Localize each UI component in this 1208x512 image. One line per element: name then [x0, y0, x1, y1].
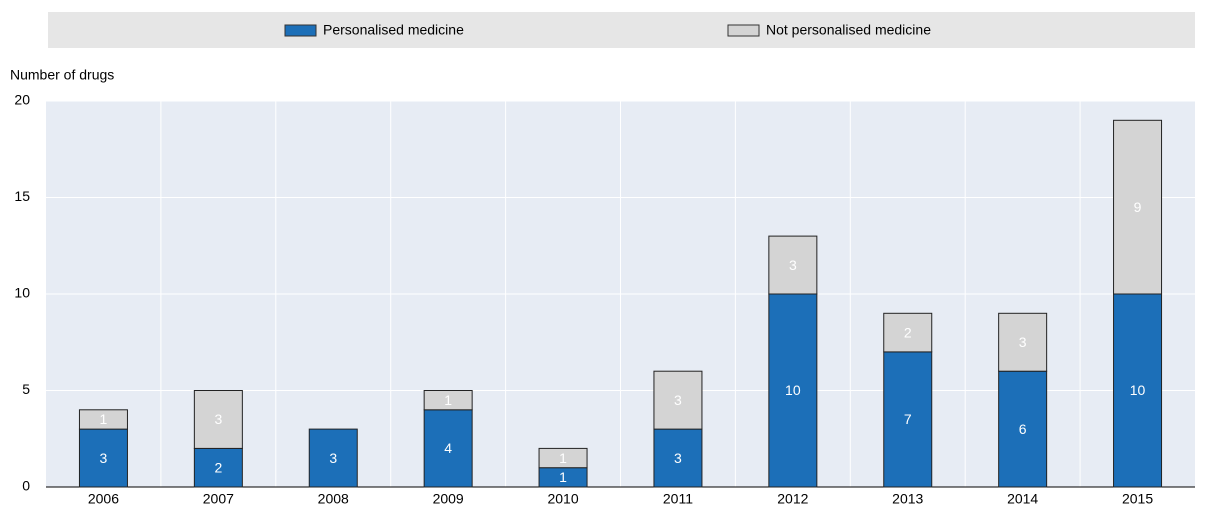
legend-label: Not personalised medicine [766, 22, 931, 38]
legend-swatch [727, 24, 760, 37]
data-label: 9 [1134, 199, 1142, 215]
bar-segment [423, 409, 473, 488]
legend-swatch [284, 24, 317, 37]
data-label: 10 [1130, 382, 1146, 398]
data-label: 3 [674, 392, 682, 408]
bar-segment [308, 428, 358, 488]
bar-segment [1113, 293, 1163, 488]
bar-segment [1113, 119, 1163, 295]
legend-background [48, 12, 1195, 48]
bar-segment [883, 351, 933, 488]
x-tick-label: 2012 [777, 491, 808, 507]
bar-segment [193, 447, 243, 488]
y-tick-label: 15 [14, 188, 30, 204]
bar-segment [538, 447, 588, 469]
data-label: 1 [100, 411, 108, 427]
x-tick-label: 2007 [203, 491, 234, 507]
y-tick-label: 20 [14, 92, 30, 108]
data-label: 6 [1019, 421, 1027, 437]
data-label: 3 [329, 450, 337, 466]
data-label: 1 [559, 450, 567, 466]
bar-segment [768, 235, 818, 295]
bar-segment [78, 409, 128, 430]
data-label: 1 [559, 469, 567, 485]
bar-segment [653, 370, 703, 430]
x-tick-label: 2014 [1007, 491, 1038, 507]
x-tick-label: 2008 [318, 491, 349, 507]
bar-segment [998, 312, 1048, 372]
x-tick-label: 2015 [1122, 491, 1153, 507]
bar-segment [883, 312, 933, 353]
x-tick-label: 2009 [433, 491, 464, 507]
legend-label: Personalised medicine [323, 22, 464, 38]
bar-segment [193, 390, 243, 449]
x-tick-label: 2006 [88, 491, 119, 507]
data-label: 1 [444, 392, 452, 408]
bar-segment [423, 390, 473, 411]
data-label: 7 [904, 411, 912, 427]
x-tick-label: 2013 [892, 491, 923, 507]
data-label: 2 [214, 459, 222, 475]
bar-segment [998, 370, 1048, 488]
y-tick-label: 0 [22, 478, 30, 494]
data-label: 3 [214, 411, 222, 427]
data-label: 3 [789, 257, 797, 273]
x-tick-label: 2010 [547, 491, 578, 507]
bar-segment [653, 428, 703, 488]
data-label: 3 [1019, 334, 1027, 350]
data-label: 10 [785, 382, 801, 398]
data-label: 3 [100, 450, 108, 466]
data-label: 3 [674, 450, 682, 466]
y-tick-label: 10 [14, 285, 30, 301]
data-label: 4 [444, 440, 452, 456]
y-axis-label: Number of drugs [10, 67, 114, 83]
y-tick-label: 5 [22, 381, 30, 397]
x-tick-label: 2011 [663, 491, 693, 507]
data-label: 2 [904, 324, 912, 340]
